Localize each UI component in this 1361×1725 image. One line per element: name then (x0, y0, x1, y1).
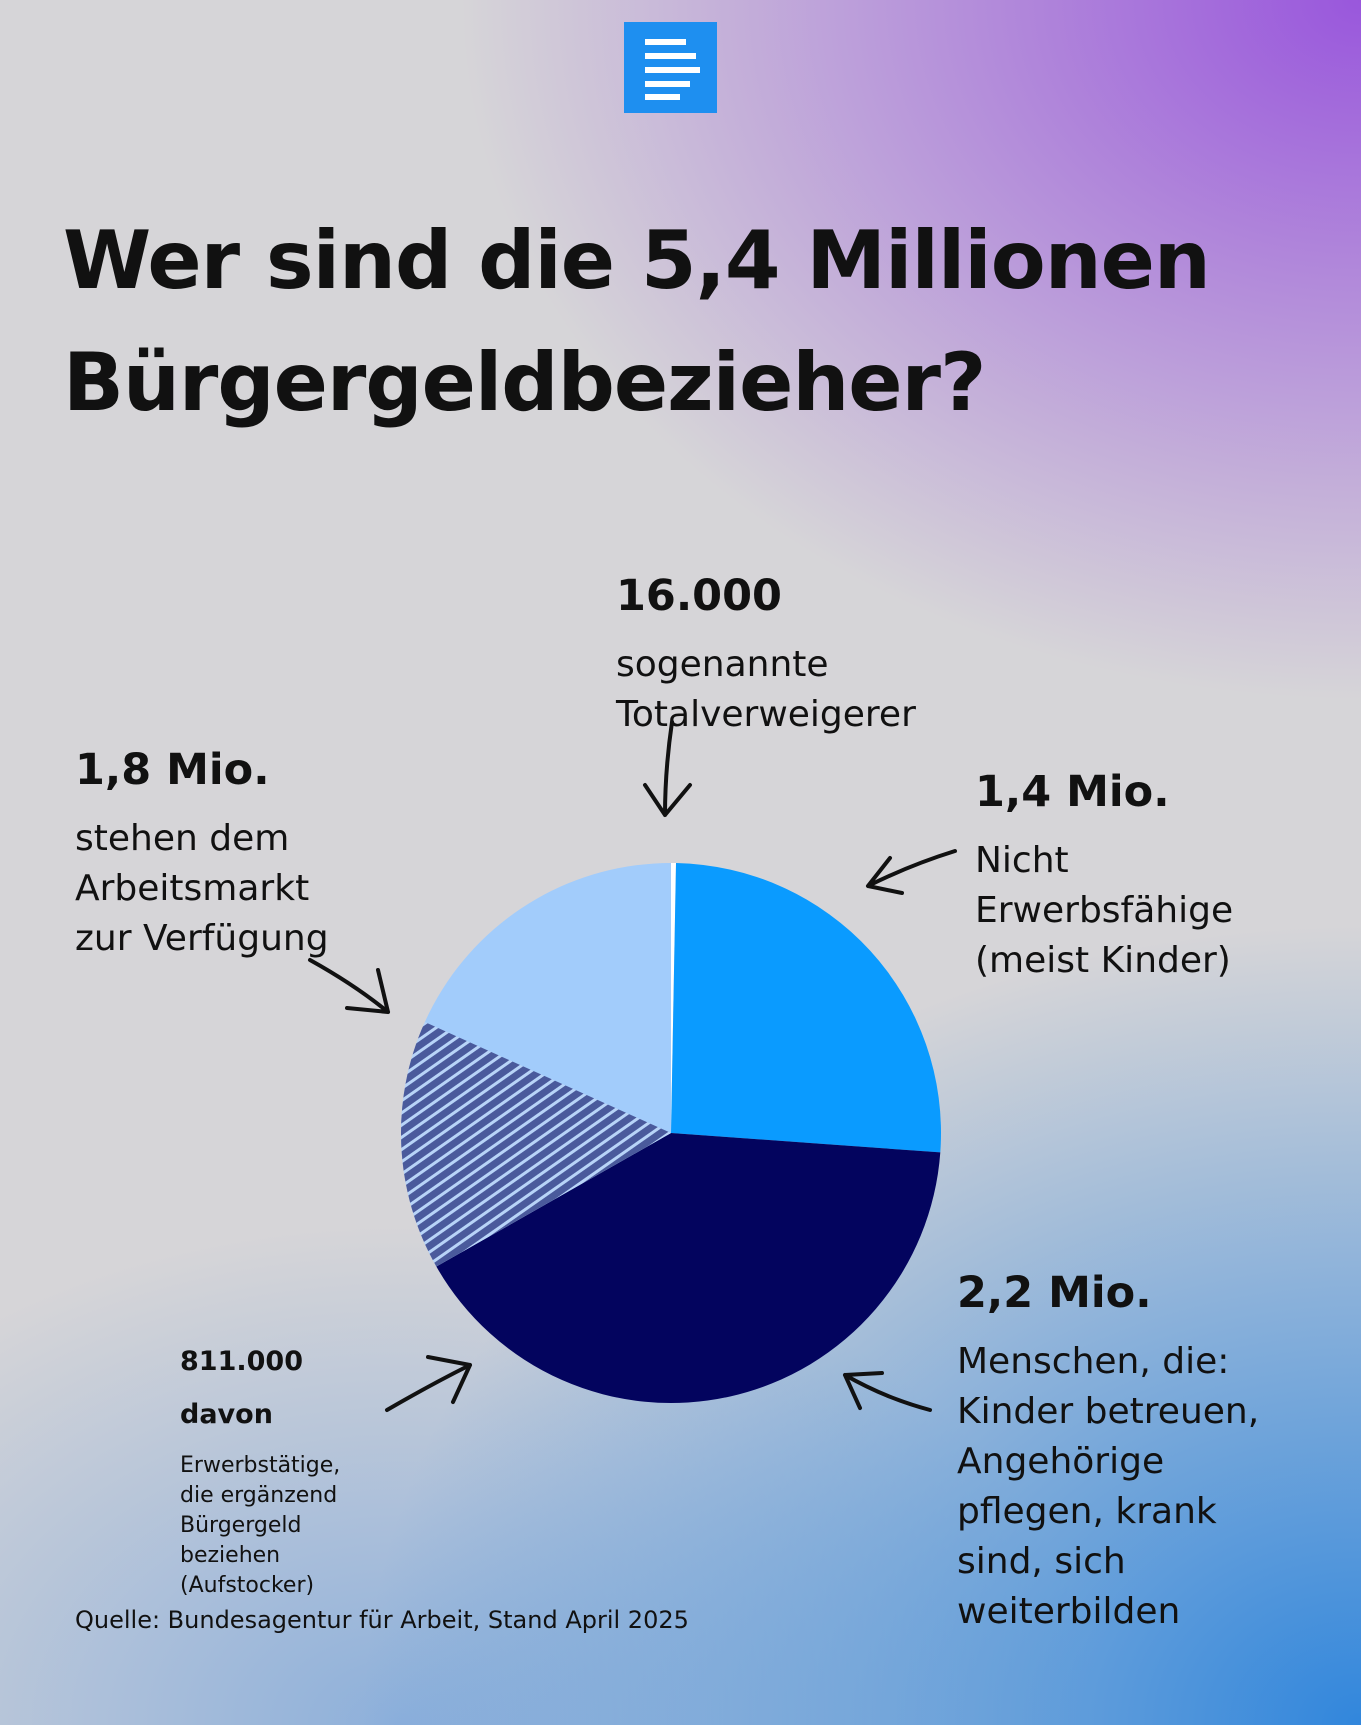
source: Quelle: Bundesagentur für Arbeit, Stand … (75, 1606, 689, 1634)
label-group: 16.000 sogenannte Totalverweigerer (616, 552, 916, 759)
subset-text: Erwerbstätige, die ergänzend Bürgergeld … (180, 1453, 341, 1598)
arrows (308, 720, 957, 1412)
label-group: 811.000 davon Erwerbstätige, die ergänze… (180, 1326, 340, 1620)
slice-label: sogenannte Totalverweigerer (616, 644, 916, 735)
value-label: 811.000 (180, 1346, 303, 1377)
pie-slice (671, 863, 677, 1133)
subset-label: davon (180, 1399, 273, 1430)
value-label: 1,8 Mio. (75, 745, 270, 795)
value-label: 16.000 (616, 571, 782, 621)
logo (624, 22, 717, 113)
value-label: 2,2 Mio. (957, 1268, 1152, 1318)
label-group: 1,8 Mio. stehen dem Arbeitsmarkt zur Ver… (75, 726, 329, 983)
chart-title: Wer sind die 5,4 Millionen Bürgergeldbez… (63, 214, 1211, 429)
slice-label: Menschen, die: Kinder betreuen, Angehöri… (957, 1341, 1260, 1632)
value-label: 1,4 Mio. (975, 767, 1170, 817)
slice-label: Nicht Erwerbsfähige (meist Kinder) (975, 840, 1234, 981)
slice-label: stehen dem Arbeitsmarkt zur Verfügung (75, 818, 329, 959)
pie (400, 863, 941, 1403)
pie-slice (436, 1133, 941, 1403)
pie-subset (400, 1022, 671, 1267)
label-group: 2,2 Mio. Menschen, die: Kinder betreuen,… (957, 1249, 1259, 1656)
pie-slice (671, 863, 941, 1153)
label-group: 1,4 Mio. Nicht Erwerbsfähige (meist Kind… (975, 748, 1233, 1005)
